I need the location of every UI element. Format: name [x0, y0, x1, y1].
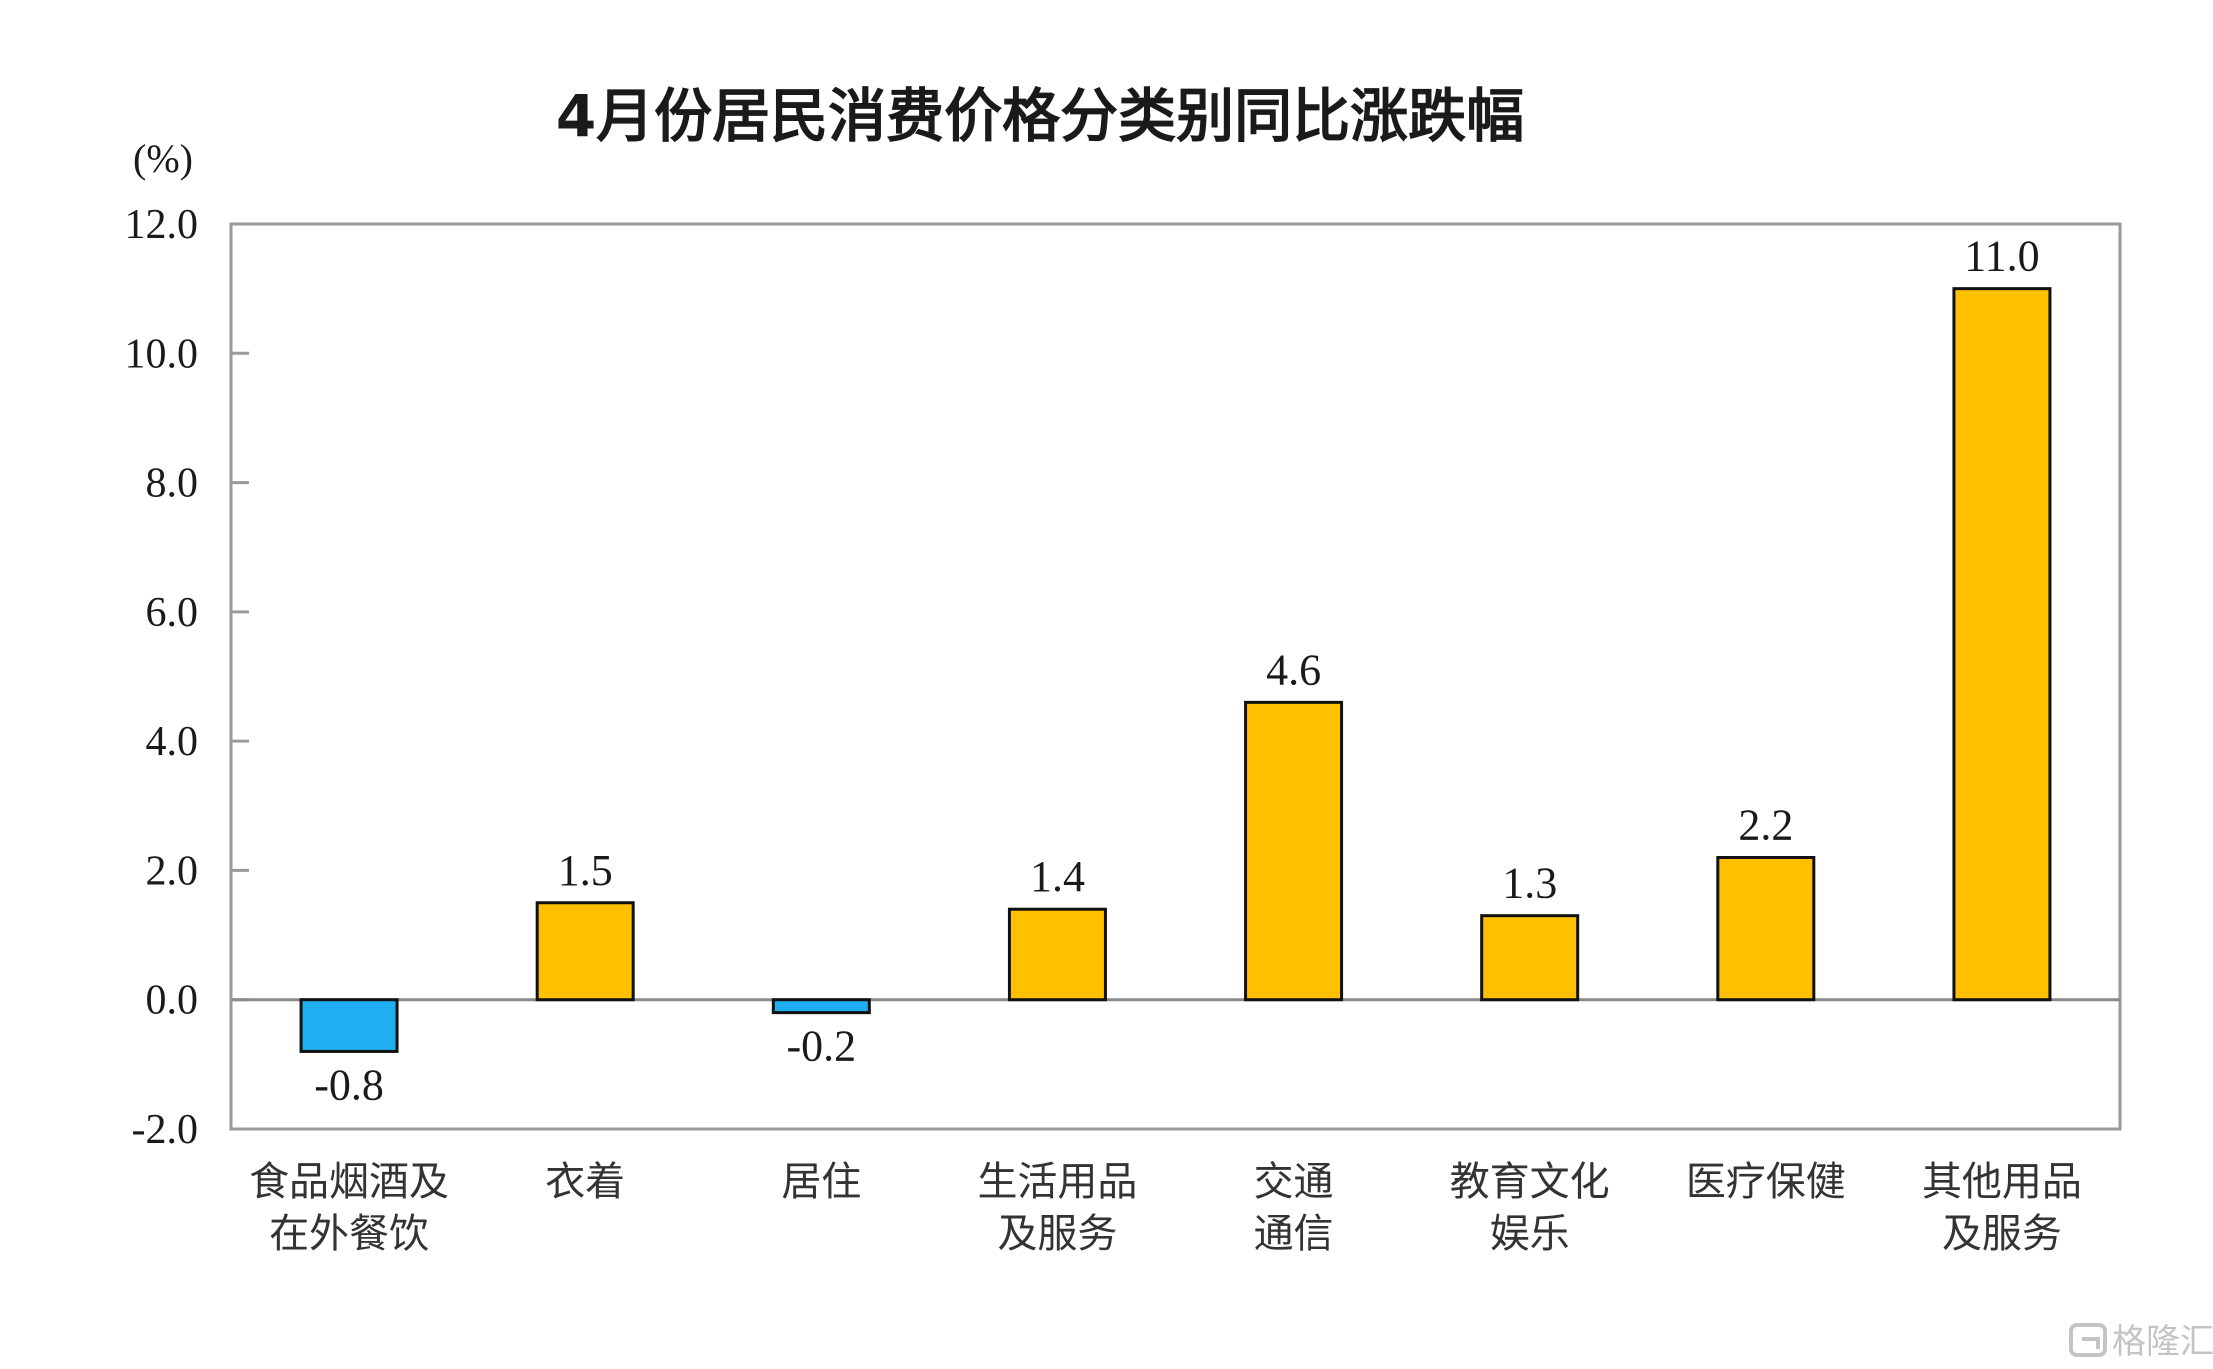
x-category-label: 医疗保健 — [1686, 1159, 1846, 1205]
bar — [1244, 700, 1344, 1002]
watermark: 格隆汇 — [2069, 1322, 2213, 1362]
bar-value-label: -0.2 — [786, 1022, 856, 1071]
x-category-label: 生活用品 — [977, 1159, 1137, 1205]
x-category-label: 在外餐饮 — [269, 1211, 429, 1257]
x-category-label: 居住 — [781, 1159, 861, 1205]
bars-group — [299, 287, 2052, 1053]
bar — [1716, 856, 1816, 1002]
y-tick-label: 12.0 — [125, 202, 199, 248]
value-labels-group: -0.8 1.5 -0.2 1.4 4.6 1.3 2.2 11.0 — [314, 232, 2039, 1110]
x-category-label: 通信 — [1254, 1211, 1334, 1257]
x-category-label: 交通 — [1254, 1159, 1334, 1205]
y-tick-label: 4.0 — [146, 719, 199, 765]
bar — [771, 998, 871, 1015]
x-category-label: 娱乐 — [1490, 1211, 1570, 1257]
bar-value-label: 2.2 — [1738, 801, 1793, 850]
bar-value-label: 1.3 — [1502, 859, 1557, 908]
y-tick-label: 2.0 — [146, 848, 199, 894]
x-category-label: 食品烟酒及 — [249, 1159, 449, 1205]
x-category-label: 教育文化 — [1450, 1159, 1610, 1205]
bar — [1007, 907, 1107, 1002]
bar — [299, 998, 399, 1053]
y-tick-label: 8.0 — [146, 461, 199, 507]
bar — [1480, 914, 1580, 1002]
bar-value-label: 1.4 — [1030, 852, 1085, 901]
bar — [1952, 287, 2052, 1002]
y-axis: 12.0 10.0 8.0 6.0 4.0 2.0 0.0 -2.0 — [125, 202, 249, 1153]
glh-logo-icon — [2069, 1323, 2107, 1357]
bar-value-label: 1.5 — [558, 846, 613, 895]
x-category-label: 及服务 — [997, 1211, 1117, 1257]
y-tick-label: 0.0 — [146, 978, 199, 1024]
x-category-label: 其他用品 — [1922, 1159, 2082, 1205]
x-category-label: 衣着 — [545, 1159, 625, 1205]
y-tick-label: 10.0 — [125, 331, 199, 377]
x-category-label: 及服务 — [1942, 1211, 2062, 1257]
y-axis-unit: (%) — [133, 136, 193, 181]
y-tick-label: -2.0 — [132, 1107, 199, 1153]
bar-value-label: 4.6 — [1266, 645, 1321, 694]
bar-value-label: 11.0 — [1964, 232, 2039, 281]
plot-frame — [229, 222, 2122, 1131]
bar-value-label: -0.8 — [314, 1060, 384, 1109]
watermark-text: 格隆汇 — [2112, 1322, 2213, 1362]
y-tick-label: 6.0 — [146, 590, 199, 636]
chart-title: 4月份居民消费价格分类别同比涨跌幅 — [556, 82, 1524, 150]
bar — [535, 901, 635, 1002]
